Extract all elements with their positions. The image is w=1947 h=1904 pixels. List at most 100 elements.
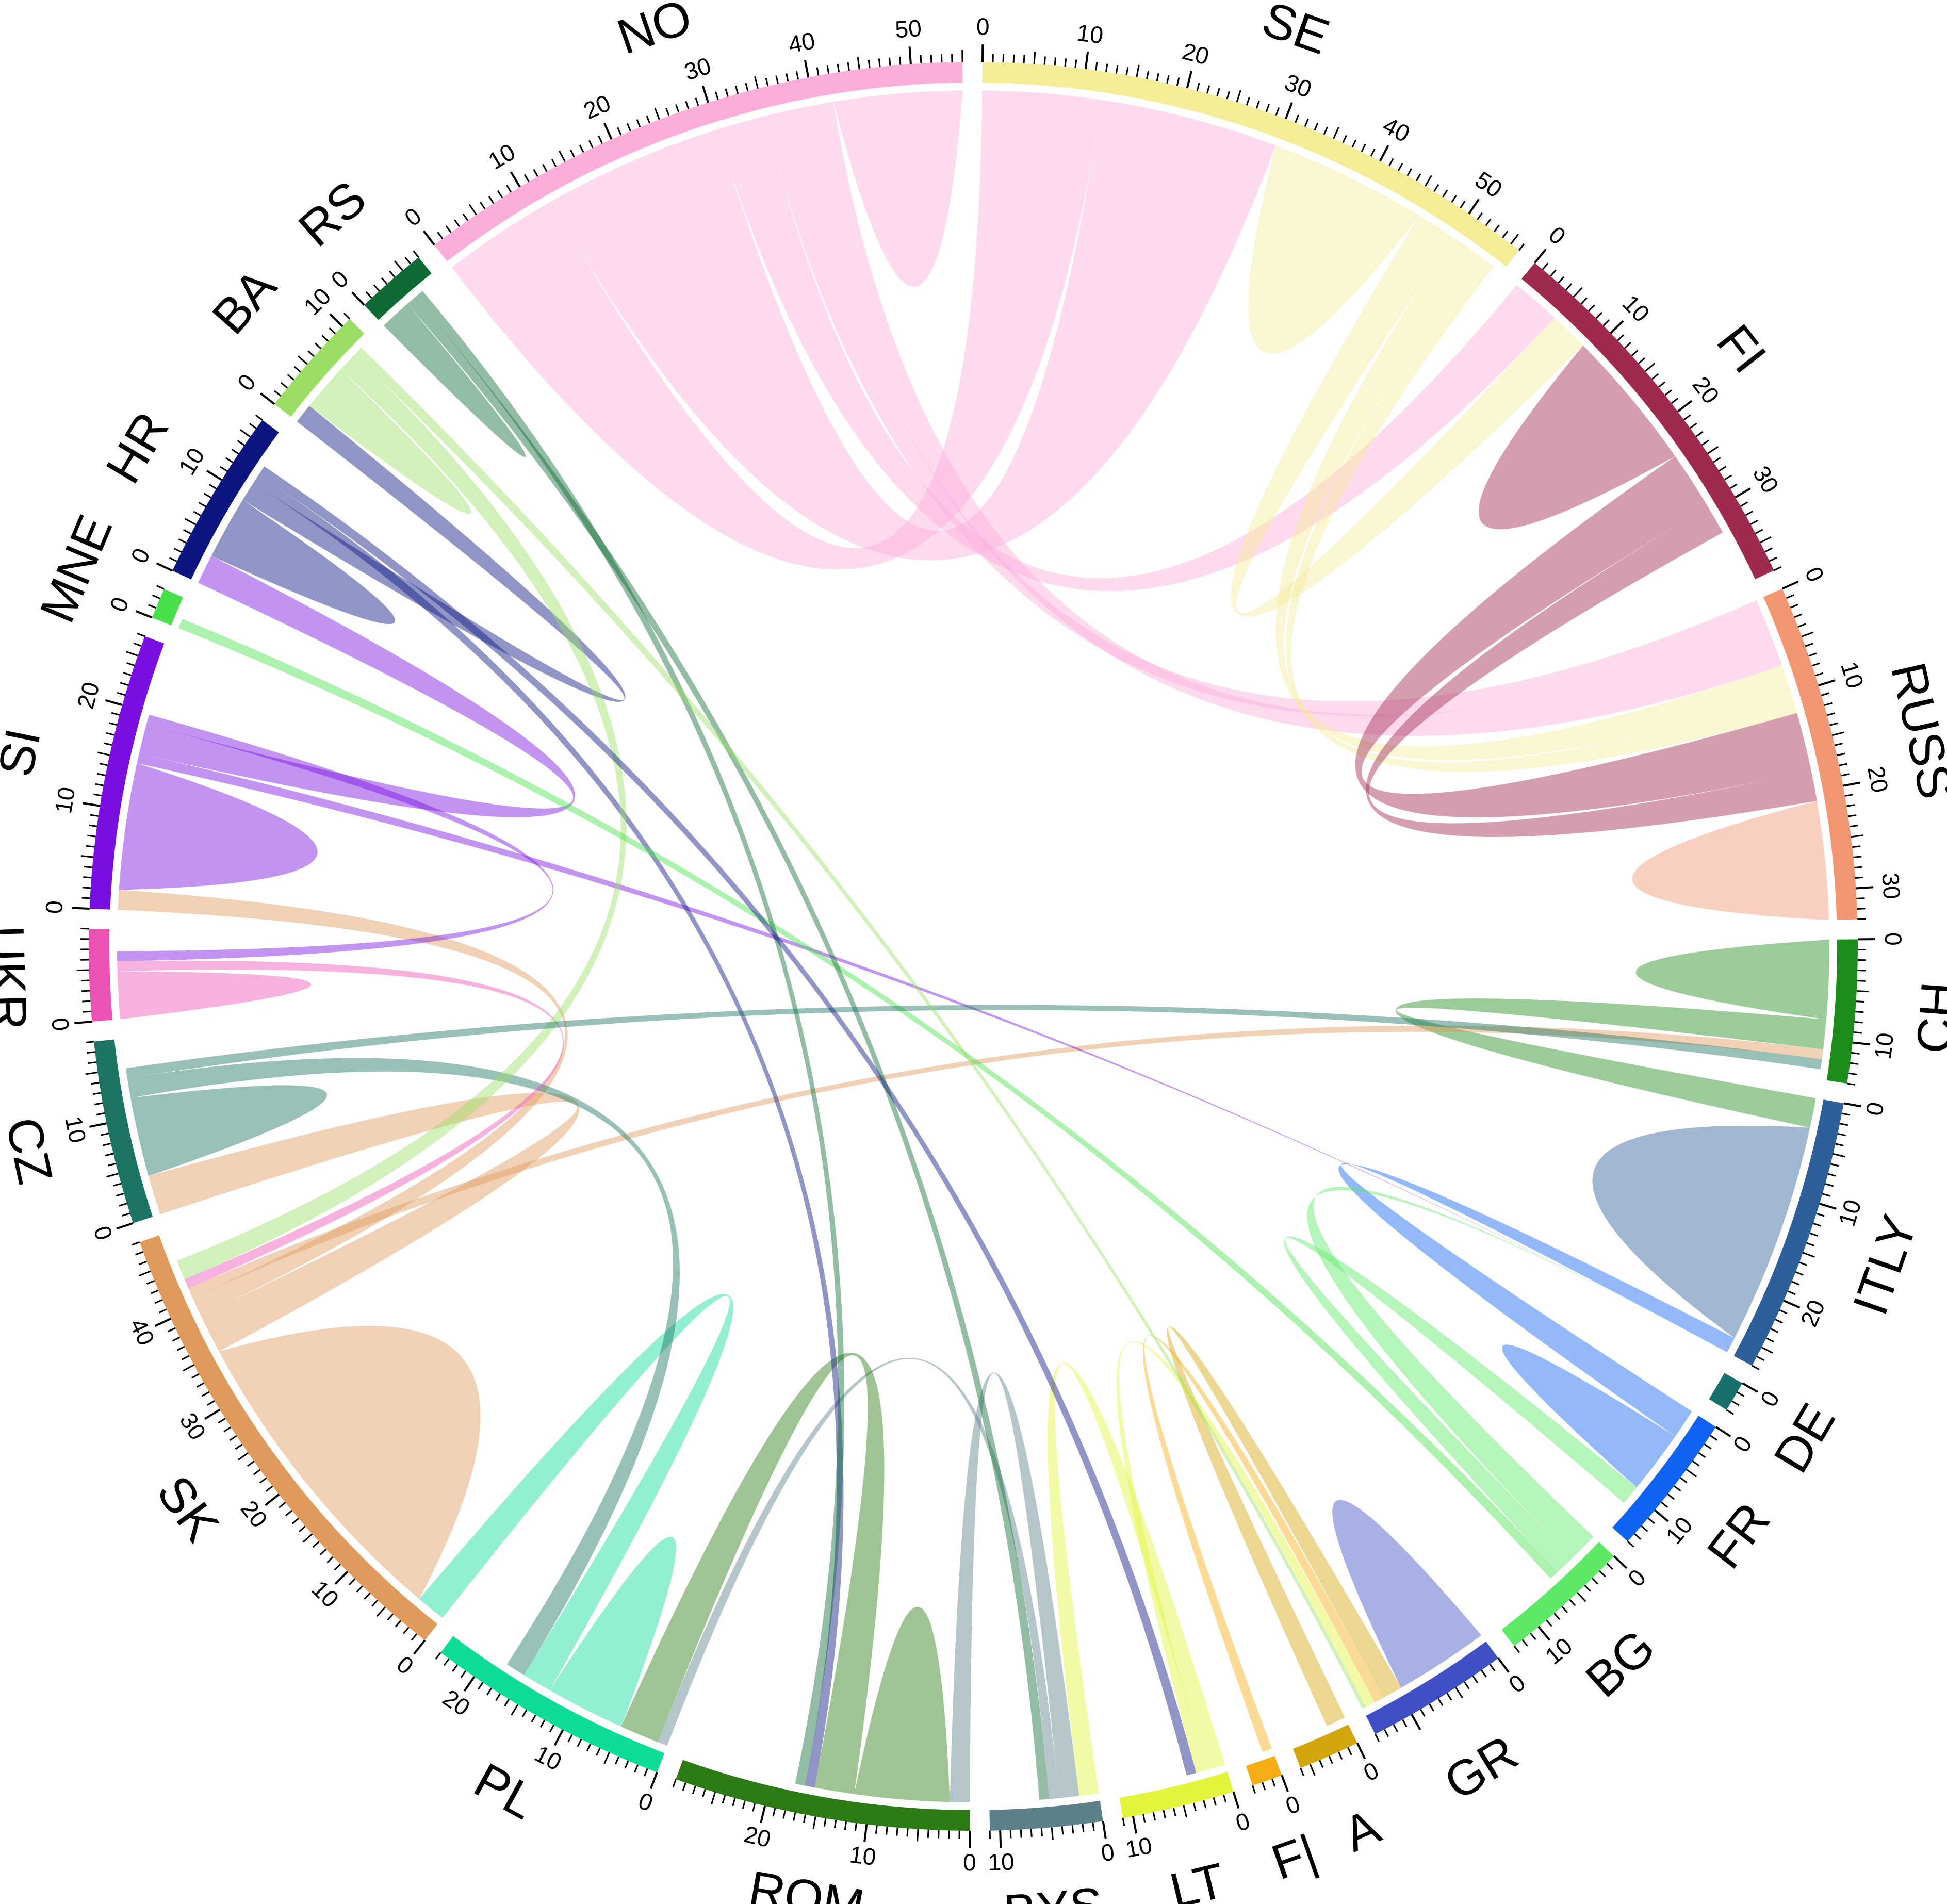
tick-mark — [1852, 1041, 1870, 1046]
tick-mark — [207, 1400, 215, 1406]
tick-mark — [1192, 1802, 1197, 1811]
tick-mark — [154, 1299, 163, 1304]
tick-mark — [1061, 1826, 1064, 1835]
tick-mark — [298, 1525, 306, 1533]
tick-mark — [1573, 287, 1583, 298]
tick-mark — [1641, 1525, 1648, 1532]
tick-label: 20 — [236, 1495, 273, 1532]
tick-mark — [1818, 679, 1836, 687]
tick-mark — [1196, 82, 1200, 91]
sector-label: BYS — [1002, 1877, 1105, 1904]
tick-mark — [158, 1308, 167, 1314]
tick-mark — [93, 793, 102, 797]
tick-mark — [1521, 1639, 1528, 1647]
tick-mark — [1033, 52, 1036, 64]
tick-mark — [1142, 1814, 1146, 1823]
tick-mark — [1043, 56, 1046, 65]
sector-arc-a — [1292, 1724, 1357, 1768]
tick-mark — [116, 1192, 124, 1197]
chord-link — [1286, 254, 1797, 772]
tick-mark — [596, 1748, 601, 1756]
tick-label: 10 — [1869, 1031, 1899, 1061]
tick-mark — [85, 1041, 94, 1043]
sector-arc-rs — [364, 257, 432, 320]
tick-label: 10 — [50, 785, 80, 815]
tick-mark — [1847, 1082, 1856, 1086]
tick-mark — [1295, 114, 1299, 123]
tick-mark — [745, 83, 749, 91]
tick-mark — [99, 763, 108, 766]
tick-mark — [531, 1714, 536, 1723]
sector-arc-fr — [1612, 1416, 1716, 1541]
tick-label: 0 — [232, 369, 261, 396]
tick-mark — [97, 751, 110, 756]
tick-mark — [1851, 834, 1863, 838]
tick-mark — [1105, 63, 1108, 72]
tick-mark — [692, 1785, 696, 1794]
tick-label: 0 — [1755, 1386, 1785, 1411]
tick-mark — [539, 1719, 546, 1728]
tick-mark — [229, 1435, 237, 1441]
tick-mark — [899, 56, 902, 65]
tick-mark — [1433, 184, 1439, 192]
tick-mark — [1513, 1645, 1520, 1653]
tick-mark — [1683, 414, 1691, 421]
tick-mark — [1816, 1212, 1825, 1217]
chord-link — [451, 90, 1102, 570]
tick-mark — [92, 1092, 101, 1095]
tick-mark — [1698, 1452, 1706, 1458]
tick-mark — [1156, 73, 1159, 81]
sector-arc-russ — [1763, 588, 1858, 920]
tick-mark — [218, 1418, 226, 1424]
tick-mark — [569, 149, 575, 158]
tick-mark — [1300, 1767, 1304, 1776]
tick-mark — [321, 335, 329, 342]
tick-mark — [837, 63, 840, 73]
sector-arc-ukr — [88, 928, 113, 1022]
chord-link — [1478, 345, 1675, 533]
tick-mark — [1664, 389, 1672, 396]
tick-mark — [504, 1698, 510, 1707]
tick-mark — [854, 1823, 857, 1832]
tick-label: 20 — [438, 1684, 475, 1721]
sector-arc-bg — [1501, 1541, 1614, 1646]
sector-arc-pl — [440, 1636, 665, 1772]
tick-label: 20 — [742, 1820, 774, 1853]
tick-mark — [1510, 234, 1519, 245]
tick-mark — [1851, 1052, 1860, 1055]
chord-link — [139, 555, 575, 817]
tick-mark — [888, 57, 891, 66]
tick-mark — [88, 1061, 96, 1064]
tick-mark — [1328, 1755, 1333, 1764]
tick-mark — [1136, 64, 1140, 77]
tick-mark — [1040, 1828, 1043, 1836]
chord-link — [1338, 1163, 1735, 1437]
tick-mark — [255, 414, 263, 421]
tick-mark — [551, 159, 557, 167]
sector-label: RS — [288, 170, 377, 257]
tick-mark — [833, 1819, 837, 1829]
tick-mark — [403, 1627, 410, 1634]
tick-mark — [463, 1676, 476, 1692]
tick-mark — [356, 1585, 363, 1593]
tick-mark — [1689, 422, 1697, 429]
chord-link — [1329, 1500, 1482, 1688]
tick-mark — [1183, 1805, 1188, 1818]
tick-mark — [1494, 224, 1500, 233]
tick-mark — [1853, 856, 1862, 859]
tick-label: 0 — [392, 1650, 419, 1680]
tick-mark — [567, 1734, 573, 1743]
tick-mark — [113, 1183, 122, 1187]
tick-mark — [649, 1771, 658, 1790]
tick-mark — [443, 1658, 450, 1666]
tick-mark — [1719, 466, 1727, 472]
tick-mark — [1402, 1719, 1408, 1728]
tick-mark — [1553, 1613, 1561, 1620]
tick-mark — [1843, 781, 1861, 787]
tick-mark — [181, 1355, 190, 1360]
tick-mark — [672, 1779, 677, 1787]
tick-mark — [105, 699, 123, 706]
tick-mark — [404, 257, 412, 265]
tick-mark — [1115, 65, 1119, 74]
chord-link — [1248, 145, 1419, 357]
